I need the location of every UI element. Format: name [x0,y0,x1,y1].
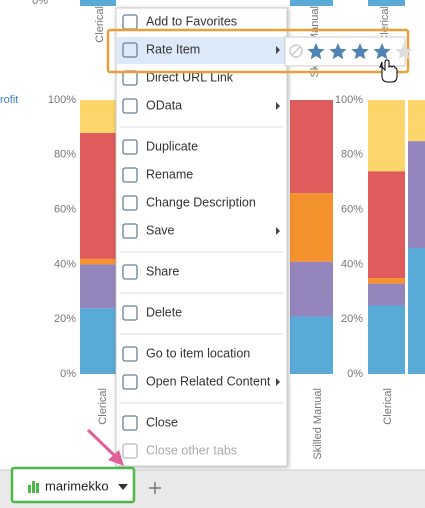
star[interactable] [329,43,347,60]
tab-label: marimekko [45,478,109,493]
top-bar [80,0,116,6]
bar-segment [290,316,333,374]
bar-segment [368,305,405,374]
menu-item[interactable]: Share [146,264,179,278]
arrow [86,428,119,460]
bar-segment [80,264,116,309]
menu-item[interactable]: Go to item location [146,346,250,360]
submenu-arrow [276,46,280,54]
top-bar [290,0,333,6]
tab-dropdown[interactable] [118,484,128,490]
clear-rating[interactable] [289,44,303,58]
menu-item[interactable]: Rename [146,167,193,181]
y-tick-label: 40% [54,258,76,270]
x-label: Clerical [97,388,109,425]
y-tick-label: 80% [341,149,363,161]
legend-fragment: rofit [0,94,18,106]
tab[interactable] [10,466,136,504]
bar-segment [368,283,405,306]
menu-item: Close other tabs [146,443,237,457]
bar-segment [80,100,116,133]
rating-submenu [106,28,413,83]
menu-icon [122,346,138,362]
y-tick-label: 0% [347,368,363,380]
y-tick-label: 40% [341,258,363,270]
y-tick-label: 100% [48,94,76,106]
menu-item[interactable]: Open Related Content [146,374,271,388]
menu-icon [122,223,138,239]
menu-item[interactable]: Save [146,223,175,237]
star[interactable] [395,43,413,60]
bar-segment [408,100,425,142]
bar-segment [290,261,333,317]
tab-bar: marimekko [0,428,425,508]
menu-item[interactable]: Direct URL Link [146,70,234,84]
cursor [379,59,398,83]
menu-item[interactable]: Close [146,415,178,429]
star[interactable] [373,43,391,60]
menu-item[interactable]: Delete [146,305,182,319]
tab-icon [32,481,35,493]
bar-segment [80,308,116,374]
menu-icon [122,139,138,155]
menu-item[interactable]: Rate Item [146,42,200,56]
bar-segment [408,141,425,248]
tab-icon [28,485,31,493]
menu-icon [122,443,138,459]
y-tick-label: 60% [341,204,363,216]
y-tick-label: 0% [60,368,76,380]
menu-icon [122,305,138,321]
arrow-head [108,450,124,466]
tab-icon [36,483,39,493]
context-menu: Add to Favorites Rate Item Direct URL Link… [115,7,288,467]
menu-item[interactable]: Add to Favorites [146,14,237,28]
menu-icon [122,167,138,183]
x-label: Skilled Manual [312,388,324,460]
menu-icon [122,42,138,58]
menu-item[interactable]: Duplicate [146,139,198,153]
bar-segment [368,171,405,279]
menu-icon [122,98,138,114]
bar-segment [290,193,333,262]
menu-icon [122,374,138,390]
x-label: Clerical [94,6,106,43]
submenu-arrow [276,227,280,235]
menu-icon [122,195,138,211]
bar-segment [80,132,116,259]
x-label: Clerical [382,388,394,425]
y-tick-label: 80% [54,149,76,161]
menu-item[interactable]: Change Description [146,195,256,209]
tick-label: 0% [32,0,48,7]
y-tick-label: 20% [54,313,76,325]
x-label: Clerical [379,6,391,43]
clear-rating [291,46,301,56]
top-bar [368,0,405,6]
submenu-arrow [276,102,280,110]
y-tick-label: 100% [335,94,363,106]
bar-segment [408,247,425,374]
y-tick-label: 60% [54,204,76,216]
bar-segment [80,258,116,265]
menu-item[interactable]: OData [146,98,182,112]
menu-icon [122,415,138,431]
add-tab[interactable] [149,482,161,494]
chart-area: 0% rofit 0% 20% 40% 60% 80% 100% 0% 20% 40% 60% 80… [0,0,425,460]
star[interactable] [307,43,325,60]
star[interactable] [351,43,369,60]
bar-segment [290,100,333,194]
y-tick-label: 20% [341,313,363,325]
submenu-arrow [276,378,280,386]
bar-segment [368,278,405,284]
bar-segment [368,100,405,172]
menu-icon [122,264,138,280]
highlight [117,37,286,64]
menu-panel [115,7,288,467]
